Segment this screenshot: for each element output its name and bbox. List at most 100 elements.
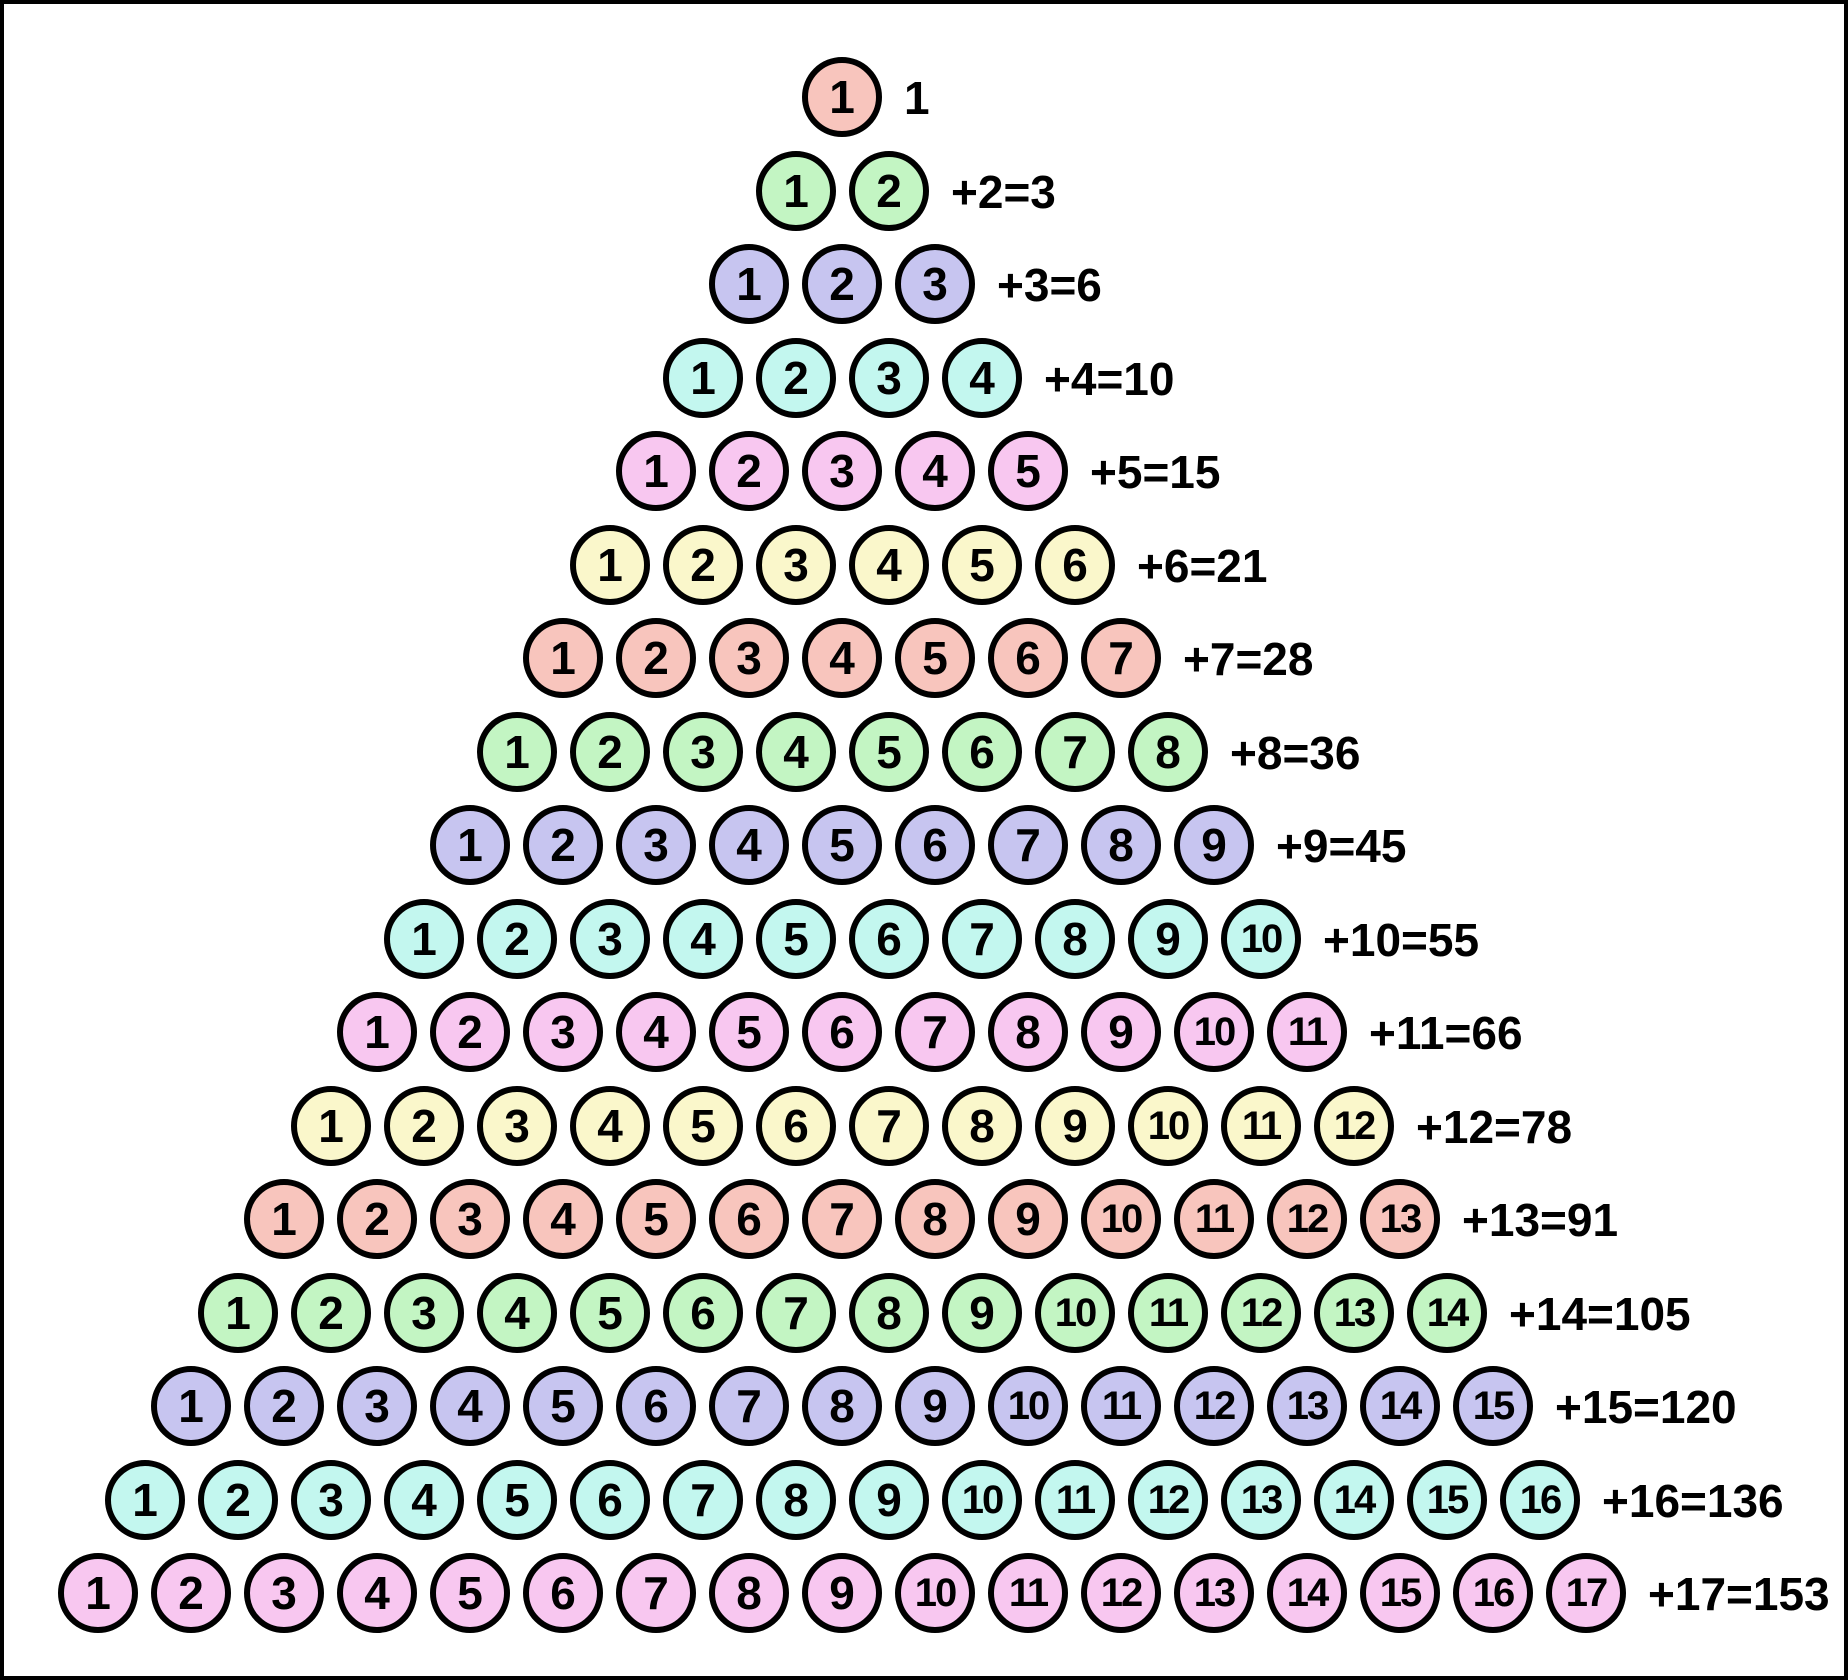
circle-number: 4 — [849, 525, 929, 605]
row-sum-label: +10=55 — [1323, 914, 1480, 966]
circle-number: 10 — [895, 1553, 975, 1633]
circle-number: 6 — [895, 805, 975, 885]
circle-number: 14 — [1314, 1460, 1394, 1540]
circle-number: 4 — [709, 805, 789, 885]
circle-number: 9 — [988, 1179, 1068, 1259]
circle-number: 2 — [244, 1366, 324, 1446]
circle-number: 6 — [1035, 525, 1115, 605]
circle-number: 1 — [616, 431, 696, 511]
circle-number: 3 — [756, 525, 836, 605]
circle-number: 1 — [198, 1273, 278, 1353]
circle-number: 5 — [756, 899, 836, 979]
circle-number: 6 — [942, 712, 1022, 792]
pyramid-row-11: 1 2 3 4 5 6 7 8 9 10 11 +11=66 — [4, 992, 1844, 1072]
circle-number: 4 — [616, 992, 696, 1072]
circle-number: 9 — [849, 1460, 929, 1540]
circle-number: 2 — [151, 1553, 231, 1633]
row-sum-label: +2=3 — [951, 166, 1056, 218]
circle-number: 10 — [1174, 992, 1254, 1072]
circle-number: 6 — [523, 1553, 603, 1633]
circle-number: 4 — [663, 899, 743, 979]
circle-number: 10 — [1128, 1086, 1208, 1166]
circle-number: 4 — [942, 338, 1022, 418]
pyramid-row-17: 1 2 3 4 5 6 7 8 9 10 11 12 13 14 15 16 17 +17=153 — [4, 1553, 1844, 1633]
circle-number: 7 — [1035, 712, 1115, 792]
pyramid-row-14: 1 2 3 4 5 6 7 8 9 10 11 12 13 14 +14=105 — [4, 1273, 1844, 1353]
circle-number: 1 — [337, 992, 417, 1072]
circle-number: 4 — [802, 618, 882, 698]
row-circles: 1 2 3 4 5 6 7 8 9 10 11 12 13 14 15 16 — [105, 1460, 1580, 1540]
circle-number: 9 — [1174, 805, 1254, 885]
row-sum-label: 1 — [904, 72, 930, 124]
circle-number: 5 — [849, 712, 929, 792]
circle-number: 3 — [337, 1366, 417, 1446]
circle-number: 7 — [802, 1179, 882, 1259]
circle-number: 2 — [663, 525, 743, 605]
circle-number: 5 — [523, 1366, 603, 1446]
circle-number: 5 — [802, 805, 882, 885]
circle-number: 2 — [477, 899, 557, 979]
circle-number: 4 — [756, 712, 836, 792]
circle-number: 3 — [523, 992, 603, 1072]
row-sum-label: +17=153 — [1648, 1568, 1830, 1620]
circle-number: 3 — [570, 899, 650, 979]
circle-number: 3 — [244, 1553, 324, 1633]
circle-number: 16 — [1453, 1553, 1533, 1633]
row-circles: 1 2 3 4 5 6 7 8 9 10 11 12 13 14 15 — [151, 1366, 1533, 1446]
row-sum-label: +11=66 — [1369, 1007, 1523, 1059]
circle-number: 2 — [198, 1460, 278, 1540]
circle-number: 2 — [849, 151, 929, 231]
circle-number: 8 — [1128, 712, 1208, 792]
circle-number: 7 — [709, 1366, 789, 1446]
row-circles: 1 2 3 4 5 6 7 8 9 10 11 12 — [291, 1086, 1394, 1166]
row-sum-label: +13=91 — [1462, 1194, 1619, 1246]
circle-number: 2 — [337, 1179, 417, 1259]
circle-number: 6 — [663, 1273, 743, 1353]
circle-number: 11 — [1221, 1086, 1301, 1166]
circle-number: 9 — [1128, 899, 1208, 979]
circle-number: 8 — [895, 1179, 975, 1259]
circle-number: 1 — [709, 244, 789, 324]
row-circles: 1 2 3 4 5 6 7 8 9 10 11 12 13 14 — [198, 1273, 1487, 1353]
circle-number: 13 — [1360, 1179, 1440, 1259]
row-circles: 1 2 3 4 5 6 7 8 9 10 11 12 13 — [244, 1179, 1440, 1259]
pyramid-row-9: 1 2 3 4 5 6 7 8 9 +9=45 — [4, 805, 1844, 885]
circle-number: 8 — [1081, 805, 1161, 885]
circle-number: 15 — [1453, 1366, 1533, 1446]
circle-number: 1 — [802, 57, 882, 137]
circle-number: 1 — [570, 525, 650, 605]
circle-number: 1 — [58, 1553, 138, 1633]
circle-number: 3 — [709, 618, 789, 698]
circle-number: 12 — [1267, 1179, 1347, 1259]
circle-number: 3 — [895, 244, 975, 324]
circle-number: 6 — [616, 1366, 696, 1446]
circle-number: 13 — [1314, 1273, 1394, 1353]
circle-number: 3 — [477, 1086, 557, 1166]
circle-number: 10 — [988, 1366, 1068, 1446]
circle-number: 7 — [988, 805, 1068, 885]
circle-number: 12 — [1128, 1460, 1208, 1540]
circle-number: 7 — [895, 992, 975, 1072]
circle-number: 6 — [988, 618, 1068, 698]
circle-number: 1 — [105, 1460, 185, 1540]
circle-number: 7 — [849, 1086, 929, 1166]
circle-number: 1 — [477, 712, 557, 792]
circle-number: 4 — [384, 1460, 464, 1540]
circle-number: 2 — [384, 1086, 464, 1166]
circle-number: 17 — [1546, 1553, 1626, 1633]
circle-number: 15 — [1360, 1553, 1440, 1633]
circle-number: 8 — [802, 1366, 882, 1446]
circle-number: 13 — [1221, 1460, 1301, 1540]
circle-number: 7 — [756, 1273, 836, 1353]
circle-number: 12 — [1221, 1273, 1301, 1353]
circle-number: 4 — [430, 1366, 510, 1446]
circle-number: 8 — [1035, 899, 1115, 979]
circle-number: 9 — [1035, 1086, 1115, 1166]
